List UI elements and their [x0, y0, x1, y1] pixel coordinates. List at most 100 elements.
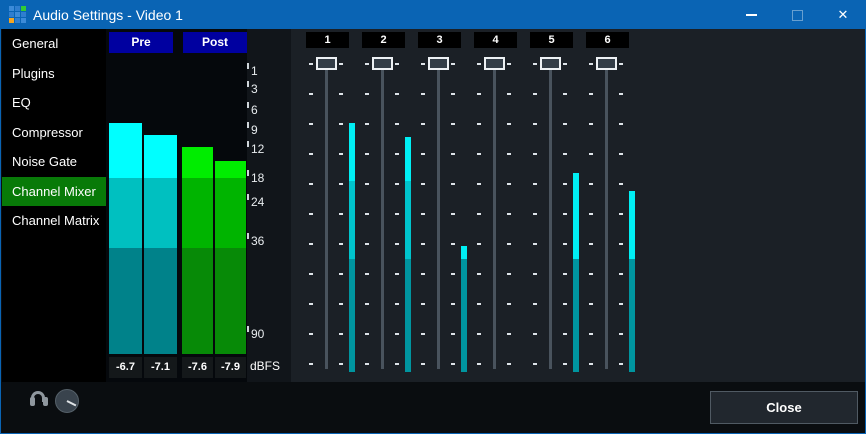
close-window-button[interactable]: ✕: [820, 1, 866, 29]
fader-tick: [477, 123, 481, 125]
sidebar-item-channel-mixer[interactable]: Channel Mixer: [2, 177, 106, 206]
fader-tick: [421, 183, 425, 185]
app-icon-square: [9, 12, 14, 17]
fader-handle-2[interactable]: [372, 57, 393, 70]
fader-handle-6[interactable]: [596, 57, 617, 70]
fader-tick: [589, 183, 593, 185]
fader-handle-4[interactable]: [484, 57, 505, 70]
sidebar-item-general[interactable]: General: [2, 29, 106, 58]
fader-track-1[interactable]: [325, 58, 328, 369]
level-meter-segment: [109, 178, 142, 248]
fader-tick: [507, 63, 511, 65]
fader-tick: [365, 303, 369, 305]
fader-tick: [309, 273, 313, 275]
fader-track-5[interactable]: [549, 58, 552, 369]
maximize-icon: [792, 10, 803, 21]
fader-tick: [365, 183, 369, 185]
fader-tick: [395, 213, 399, 215]
fader-tick: [309, 333, 313, 335]
fader-tick: [365, 363, 369, 365]
fader-tick: [339, 183, 343, 185]
scale-label: 24: [251, 196, 264, 209]
channel-meter-segment: [349, 259, 355, 372]
scale-label: 3: [251, 83, 258, 96]
level-meter-panel: Pre Post -6.7-7.1-7.6-7.9: [106, 29, 247, 382]
close-button[interactable]: Close: [710, 391, 858, 424]
fader-tick: [339, 243, 343, 245]
scale-label: 6: [251, 104, 258, 117]
fader-handle-1[interactable]: [316, 57, 337, 70]
fader-tick: [477, 303, 481, 305]
channel-mixer-panel: 123456: [291, 29, 866, 382]
fader-tick: [365, 333, 369, 335]
sidebar: GeneralPluginsEQCompressorNoise GateChan…: [2, 29, 106, 382]
sidebar-item-eq[interactable]: EQ: [2, 88, 106, 117]
maximize-button[interactable]: [774, 1, 820, 29]
channel-meter-segment: [573, 173, 579, 259]
headphones-icon[interactable]: [30, 391, 48, 408]
fader-tick: [589, 273, 593, 275]
fader-tick: [507, 153, 511, 155]
fader-tick: [619, 153, 623, 155]
fader-tick: [451, 123, 455, 125]
close-icon: ✕: [838, 7, 849, 23]
footer-bar: Close: [2, 382, 866, 434]
fader-tick: [365, 93, 369, 95]
scale-tick: [247, 326, 249, 332]
fader-tick: [563, 243, 567, 245]
fader-track-6[interactable]: [605, 58, 608, 369]
scale-tick: [247, 122, 249, 128]
app-icon-square: [9, 6, 14, 11]
channel-meter-segment: [629, 191, 635, 259]
fader-tick: [365, 153, 369, 155]
app-icon-square: [21, 6, 26, 11]
fader-tick: [533, 243, 537, 245]
channel-header-6: 6: [586, 32, 629, 48]
sidebar-item-compressor[interactable]: Compressor: [2, 118, 106, 147]
fader-tick: [309, 213, 313, 215]
fader-tick: [533, 63, 537, 65]
scale-label: 18: [251, 172, 264, 185]
fader-tick: [309, 93, 313, 95]
sidebar-item-noise-gate[interactable]: Noise Gate: [2, 147, 106, 176]
headphone-volume-knob[interactable]: [55, 389, 79, 413]
level-meter-segment: [182, 178, 213, 248]
fader-tick: [563, 93, 567, 95]
fader-track-3[interactable]: [437, 58, 440, 369]
fader-tick: [309, 183, 313, 185]
scale-label: 36: [251, 235, 264, 248]
level-meter-segment: [144, 178, 177, 248]
scale-label: 9: [251, 124, 258, 137]
meter-reading-dbfs: -7.6: [182, 357, 213, 378]
app-icon-square: [15, 18, 20, 23]
fader-tick: [395, 303, 399, 305]
level-meter-segment: [144, 248, 177, 354]
sidebar-item-channel-matrix[interactable]: Channel Matrix: [2, 206, 106, 235]
channel-meter-segment: [629, 259, 635, 372]
fader-tick: [309, 153, 313, 155]
fader-track-4[interactable]: [493, 58, 496, 369]
scale-tick: [247, 233, 249, 239]
fader-track-2[interactable]: [381, 58, 384, 369]
channel-header-2: 2: [362, 32, 405, 48]
fader-tick: [533, 183, 537, 185]
fader-tick: [451, 363, 455, 365]
fader-tick: [507, 363, 511, 365]
sidebar-item-plugins[interactable]: Plugins: [2, 59, 106, 88]
fader-handle-3[interactable]: [428, 57, 449, 70]
fader-tick: [395, 363, 399, 365]
fader-tick: [533, 273, 537, 275]
fader-tick: [619, 123, 623, 125]
fader-handle-5[interactable]: [540, 57, 561, 70]
fader-tick: [589, 363, 593, 365]
minimize-button[interactable]: [728, 1, 774, 29]
fader-tick: [507, 333, 511, 335]
meter-reading-dbfs: -7.1: [144, 357, 177, 378]
fader-tick: [309, 303, 313, 305]
fader-tick: [533, 333, 537, 335]
fader-tick: [563, 363, 567, 365]
fader-tick: [507, 273, 511, 275]
fader-tick: [563, 183, 567, 185]
fader-tick: [309, 63, 313, 65]
channel-meter-segment: [461, 259, 467, 372]
